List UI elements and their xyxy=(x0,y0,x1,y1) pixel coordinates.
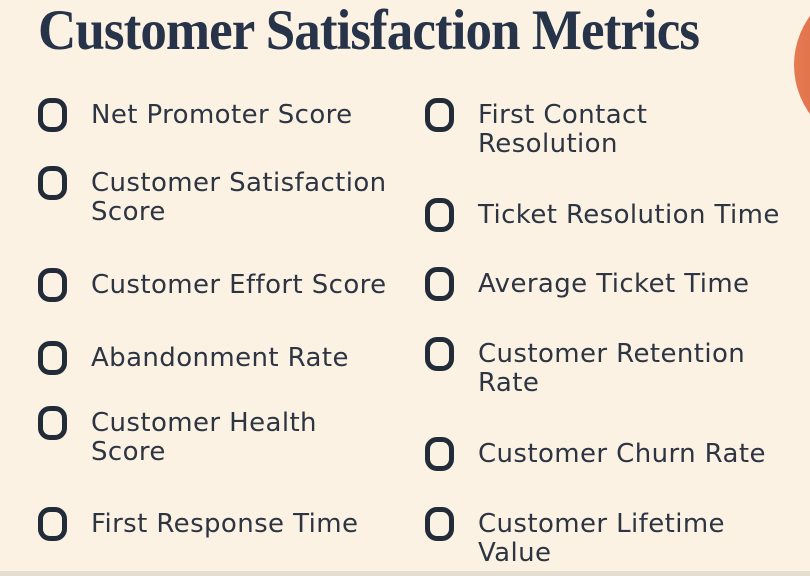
checklist-item-label: Customer Satisfaction Score xyxy=(91,168,387,227)
checklist-item-label: Net Promoter Score xyxy=(91,100,353,130)
checkbox[interactable] xyxy=(425,337,454,371)
checklist-item: Average Ticket Time xyxy=(425,267,806,301)
bottom-edge-shadow xyxy=(0,571,810,576)
checklist-item-label: Customer Effort Score xyxy=(91,270,387,300)
checklist-item: First Response Time xyxy=(38,507,419,541)
checkbox[interactable] xyxy=(425,507,454,541)
checklist-item-label: First Response Time xyxy=(91,509,359,539)
checkbox[interactable] xyxy=(38,166,67,200)
checklist-item-label: Average Ticket Time xyxy=(478,269,750,299)
checklist-item: Customer Effort Score xyxy=(38,268,419,302)
checkbox[interactable] xyxy=(425,267,454,301)
checklist-item-label: Customer Health Score xyxy=(91,408,317,467)
page-title: Customer Satisfaction Metrics xyxy=(38,0,700,62)
checklist-item-label: Ticket Resolution Time xyxy=(478,200,780,230)
checklist-item-label: First Contact Resolution xyxy=(478,100,648,159)
checklist-item: Customer Satisfaction Score xyxy=(38,166,419,226)
checklist-item-label: Customer Retention Rate xyxy=(478,339,746,398)
checklist-item: Customer Churn Rate xyxy=(425,437,806,471)
checklist-item: First Contact Resolution xyxy=(425,98,806,158)
checklist-item: Ticket Resolution Time xyxy=(425,198,806,232)
checklist-item: Customer Retention Rate xyxy=(425,337,806,397)
checkbox[interactable] xyxy=(425,437,454,471)
checkbox[interactable] xyxy=(38,341,67,375)
checklist-item: Customer Health Score xyxy=(38,406,419,466)
checklist-item: Abandonment Rate xyxy=(38,341,419,375)
checkbox[interactable] xyxy=(425,198,454,232)
checkbox[interactable] xyxy=(38,98,67,132)
checkbox[interactable] xyxy=(425,98,454,132)
checklist-item-label: Customer Lifetime Value xyxy=(478,509,725,568)
checklist-item: Net Promoter Score xyxy=(38,98,419,132)
checklist-item: Customer Lifetime Value xyxy=(425,507,806,567)
checklist-item-label: Abandonment Rate xyxy=(91,343,349,373)
checkbox[interactable] xyxy=(38,268,67,302)
checkbox[interactable] xyxy=(38,406,67,440)
checkbox[interactable] xyxy=(38,507,67,541)
checklist-item-label: Customer Churn Rate xyxy=(478,439,766,469)
